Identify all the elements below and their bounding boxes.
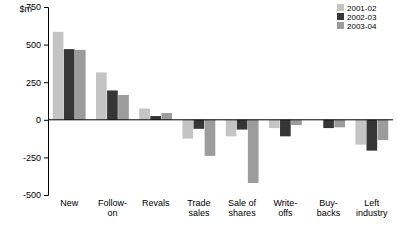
bar bbox=[248, 120, 259, 183]
y-tick: -250 bbox=[23, 153, 48, 163]
bar bbox=[323, 120, 334, 128]
bar bbox=[334, 120, 345, 128]
bar bbox=[237, 120, 248, 130]
y-tick-mark bbox=[44, 7, 48, 8]
x-tick-label: Buy-backs bbox=[317, 198, 341, 218]
bar bbox=[75, 50, 86, 120]
bar bbox=[139, 109, 150, 120]
bar bbox=[118, 95, 129, 120]
legend-label: 2003-04 bbox=[347, 22, 377, 31]
x-tick: Write-offs bbox=[273, 198, 297, 218]
x-tick-label: New bbox=[60, 198, 79, 208]
y-tick-label: -250 bbox=[23, 153, 41, 163]
bar bbox=[226, 120, 237, 137]
x-tick: Tradesales bbox=[187, 198, 210, 218]
legend-swatch bbox=[337, 22, 344, 29]
bar bbox=[366, 120, 377, 151]
bar bbox=[194, 120, 205, 129]
y-axis-title: $m bbox=[19, 4, 32, 14]
y-tick-mark bbox=[44, 45, 48, 46]
legend-label: 2001-02 bbox=[347, 4, 377, 13]
x-tick-label: Tradesales bbox=[187, 198, 210, 218]
bar bbox=[182, 120, 193, 139]
y-tick-mark bbox=[44, 157, 48, 158]
y-tick-label: 0 bbox=[36, 115, 41, 125]
bar bbox=[96, 72, 107, 119]
chart: -500-2500250500750NewFollow-onRevalsTrad… bbox=[0, 0, 397, 227]
legend-swatch bbox=[337, 4, 344, 11]
y-tick-mark bbox=[44, 82, 48, 83]
x-tick: New bbox=[60, 198, 79, 208]
y-tick-label: 500 bbox=[26, 40, 41, 50]
bar bbox=[280, 120, 291, 137]
x-tick-label: Write-offs bbox=[273, 198, 297, 218]
y-tick-label: -500 bbox=[23, 190, 41, 200]
x-tick: Sale ofshares bbox=[228, 198, 257, 218]
bar bbox=[291, 120, 302, 125]
y-tick-mark bbox=[44, 120, 48, 121]
legend-label: 2002-03 bbox=[347, 13, 377, 22]
zero-line bbox=[48, 119, 393, 120]
y-axis-line bbox=[44, 8, 49, 196]
y-tick: 500 bbox=[26, 40, 48, 50]
y-tick: 0 bbox=[36, 115, 48, 125]
legend: 2001-022002-032003-04 bbox=[337, 4, 377, 31]
y-axis: -500-2500250500750 bbox=[23, 2, 49, 200]
bar bbox=[269, 120, 280, 128]
legend-entry: 2003-04 bbox=[337, 22, 377, 31]
x-axis: New Follow-on Revals Tradesales Sale ofshare… bbox=[60, 198, 388, 218]
x-tick-label: Leftindustry bbox=[356, 198, 388, 218]
bar bbox=[161, 113, 172, 120]
x-tick: Follow-on bbox=[98, 198, 127, 218]
legend-entry: 2001-02 bbox=[337, 4, 377, 13]
x-tick-label: Revals bbox=[142, 198, 170, 208]
bar bbox=[150, 116, 161, 120]
y-tick: 250 bbox=[26, 78, 48, 88]
plot: -500-2500250500750NewFollow-onRevalsTrad… bbox=[23, 2, 393, 218]
x-tick: Leftindustry bbox=[356, 198, 388, 218]
bar bbox=[64, 49, 75, 120]
bar bbox=[107, 90, 118, 119]
bar bbox=[53, 32, 64, 120]
y-tick: -500 bbox=[23, 190, 48, 200]
y-tick-label: 250 bbox=[26, 78, 41, 88]
bar bbox=[378, 120, 389, 140]
bars bbox=[53, 32, 388, 183]
x-tick-label: Sale ofshares bbox=[228, 198, 257, 218]
x-tick: Buy-backs bbox=[317, 198, 341, 218]
bar bbox=[355, 120, 366, 145]
legend-swatch bbox=[337, 13, 344, 20]
x-tick: Revals bbox=[142, 198, 170, 208]
bar bbox=[205, 120, 216, 156]
y-tick-mark bbox=[44, 195, 48, 196]
legend-entry: 2002-03 bbox=[337, 13, 377, 22]
x-tick-label: Follow-on bbox=[98, 198, 127, 218]
